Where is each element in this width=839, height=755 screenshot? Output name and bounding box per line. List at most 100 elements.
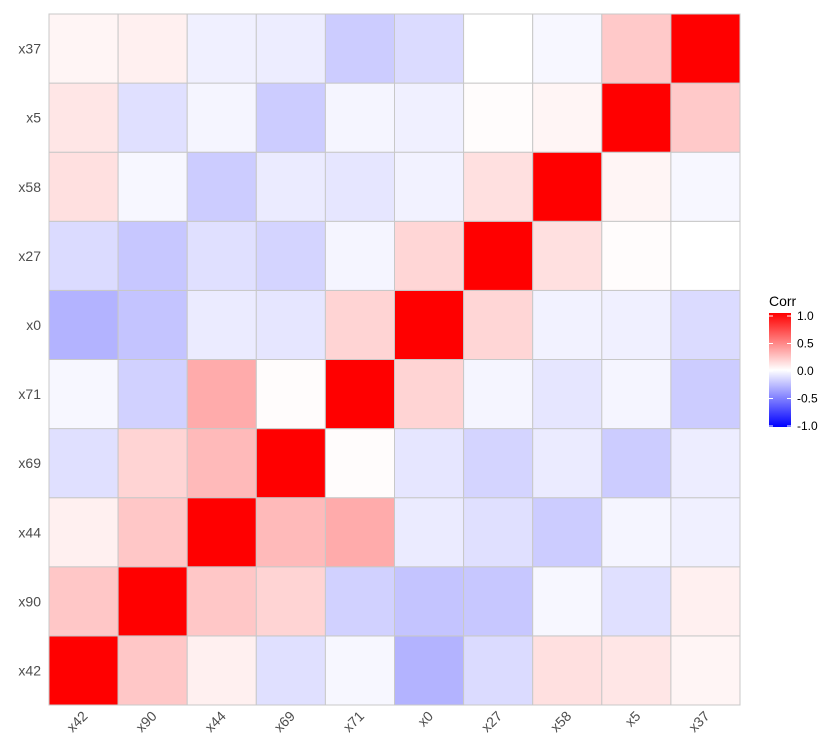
x-tick-label: x69 [271, 708, 298, 735]
heatmap-cell-x90-x44 [186, 566, 257, 637]
legend-tick-label: 0.5 [797, 337, 814, 351]
heatmap-cell-x37-x5 [601, 13, 672, 84]
heatmap-cell-x27-x27 [463, 220, 534, 291]
heatmap-cells [48, 13, 741, 706]
heatmap-cell-x58-x44 [186, 151, 257, 222]
y-axis-ticks: x42 x90 x44 x69 x71 x0 x27 x58 x5 x37 [18, 41, 41, 679]
heatmap-cell-x58-x37 [670, 151, 741, 222]
heatmap-cell-x69-x58 [532, 428, 603, 499]
heatmap-cell-x71-x0 [394, 359, 465, 430]
heatmap-cell-x5-x90 [117, 82, 188, 153]
y-tick-label: x90 [18, 593, 41, 609]
heatmap-cell-x27-x71 [324, 220, 395, 291]
heatmap-cell-x0-x69 [255, 289, 326, 360]
heatmap-cell-x58-x58 [532, 151, 603, 222]
heatmap-cell-x0-x37 [670, 289, 741, 360]
heatmap-cell-x42-x69 [255, 635, 326, 706]
y-tick-label: x5 [26, 110, 41, 126]
x-tick-label: x90 [132, 708, 159, 735]
y-tick-label: x44 [18, 524, 41, 540]
heatmap-cell-x5-x44 [186, 82, 257, 153]
heatmap-cell-x90-x0 [394, 566, 465, 637]
heatmap-cell-x42-x90 [117, 635, 188, 706]
heatmap-cell-x71-x69 [255, 359, 326, 430]
heatmap-cell-x37-x69 [255, 13, 326, 84]
heatmap-cell-x44-x71 [324, 497, 395, 568]
heatmap-cell-x27-x69 [255, 220, 326, 291]
legend-colorbar [769, 313, 791, 427]
heatmap-cell-x69-x27 [463, 428, 534, 499]
heatmap-cell-x69-x42 [48, 428, 119, 499]
heatmap-cell-x5-x42 [48, 82, 119, 153]
heatmap-cell-x0-x58 [532, 289, 603, 360]
heatmap-cell-x58-x90 [117, 151, 188, 222]
heatmap-cell-x69-x69 [255, 428, 326, 499]
y-tick-label: x71 [18, 386, 41, 402]
heatmap-cell-x58-x69 [255, 151, 326, 222]
heatmap-cell-x37-x27 [463, 13, 534, 84]
y-tick-label: x37 [18, 41, 41, 57]
x-tick-label: x27 [478, 708, 505, 735]
legend-title: Corr [769, 293, 797, 309]
heatmap-cell-x37-x42 [48, 13, 119, 84]
y-tick-label: x27 [18, 248, 41, 264]
heatmap-cell-x0-x5 [601, 289, 672, 360]
heatmap-cell-x58-x5 [601, 151, 672, 222]
legend-tick-label: -0.5 [797, 392, 818, 406]
heatmap-cell-x71-x27 [463, 359, 534, 430]
heatmap-cell-x0-x71 [324, 289, 395, 360]
heatmap-cell-x5-x69 [255, 82, 326, 153]
heatmap-cell-x44-x69 [255, 497, 326, 568]
heatmap-cell-x0-x0 [394, 289, 465, 360]
heatmap-cell-x42-x27 [463, 635, 534, 706]
y-tick-label: x58 [18, 179, 41, 195]
color-legend: Corr 1.0 0.5 0.0 -0.5 -1.0 [769, 293, 818, 433]
heatmap-cell-x27-x42 [48, 220, 119, 291]
legend-tick-label: 1.0 [797, 309, 814, 323]
heatmap-cell-x0-x44 [186, 289, 257, 360]
y-tick-label: x0 [26, 317, 41, 333]
heatmap-cell-x69-x90 [117, 428, 188, 499]
heatmap-cell-x42-x0 [394, 635, 465, 706]
heatmap-cell-x90-x27 [463, 566, 534, 637]
heatmap-cell-x5-x71 [324, 82, 395, 153]
y-tick-label: x69 [18, 455, 41, 471]
legend-tick-label: -1.0 [797, 419, 818, 433]
heatmap-cell-x69-x44 [186, 428, 257, 499]
heatmap-cell-x69-x5 [601, 428, 672, 499]
heatmap-cell-x27-x58 [532, 220, 603, 291]
heatmap-cell-x37-x90 [117, 13, 188, 84]
heatmap-cell-x90-x5 [601, 566, 672, 637]
heatmap-cell-x71-x58 [532, 359, 603, 430]
heatmap-cell-x37-x0 [394, 13, 465, 84]
heatmap-cell-x71-x90 [117, 359, 188, 430]
heatmap-cell-x27-x5 [601, 220, 672, 291]
heatmap-cell-x42-x42 [48, 635, 119, 706]
heatmap-cell-x42-x44 [186, 635, 257, 706]
heatmap-cell-x42-x71 [324, 635, 395, 706]
heatmap-cell-x37-x37 [670, 13, 741, 84]
heatmap-cell-x27-x37 [670, 220, 741, 291]
heatmap-cell-x27-x90 [117, 220, 188, 291]
heatmap-cell-x90-x71 [324, 566, 395, 637]
heatmap-cell-x71-x37 [670, 359, 741, 430]
heatmap-cell-x37-x58 [532, 13, 603, 84]
heatmap-cell-x5-x0 [394, 82, 465, 153]
heatmap-cell-x58-x0 [394, 151, 465, 222]
heatmap-cell-x58-x27 [463, 151, 534, 222]
x-axis-ticks: x42 x90 x44 x69 x71 x0 x27 x58 x5 x37 [63, 708, 712, 735]
heatmap-cell-x5-x5 [601, 82, 672, 153]
heatmap-cell-x44-x27 [463, 497, 534, 568]
x-tick-label: x5 [622, 708, 644, 730]
heatmap-cell-x42-x58 [532, 635, 603, 706]
heatmap-cell-x0-x42 [48, 289, 119, 360]
heatmap-cell-x90-x90 [117, 566, 188, 637]
heatmap-cell-x44-x5 [601, 497, 672, 568]
y-tick-label: x42 [18, 662, 41, 678]
heatmap-cell-x0-x90 [117, 289, 188, 360]
heatmap-cell-x71-x44 [186, 359, 257, 430]
x-tick-label: x42 [63, 708, 90, 735]
heatmap-cell-x27-x0 [394, 220, 465, 291]
heatmap-cell-x69-x37 [670, 428, 741, 499]
